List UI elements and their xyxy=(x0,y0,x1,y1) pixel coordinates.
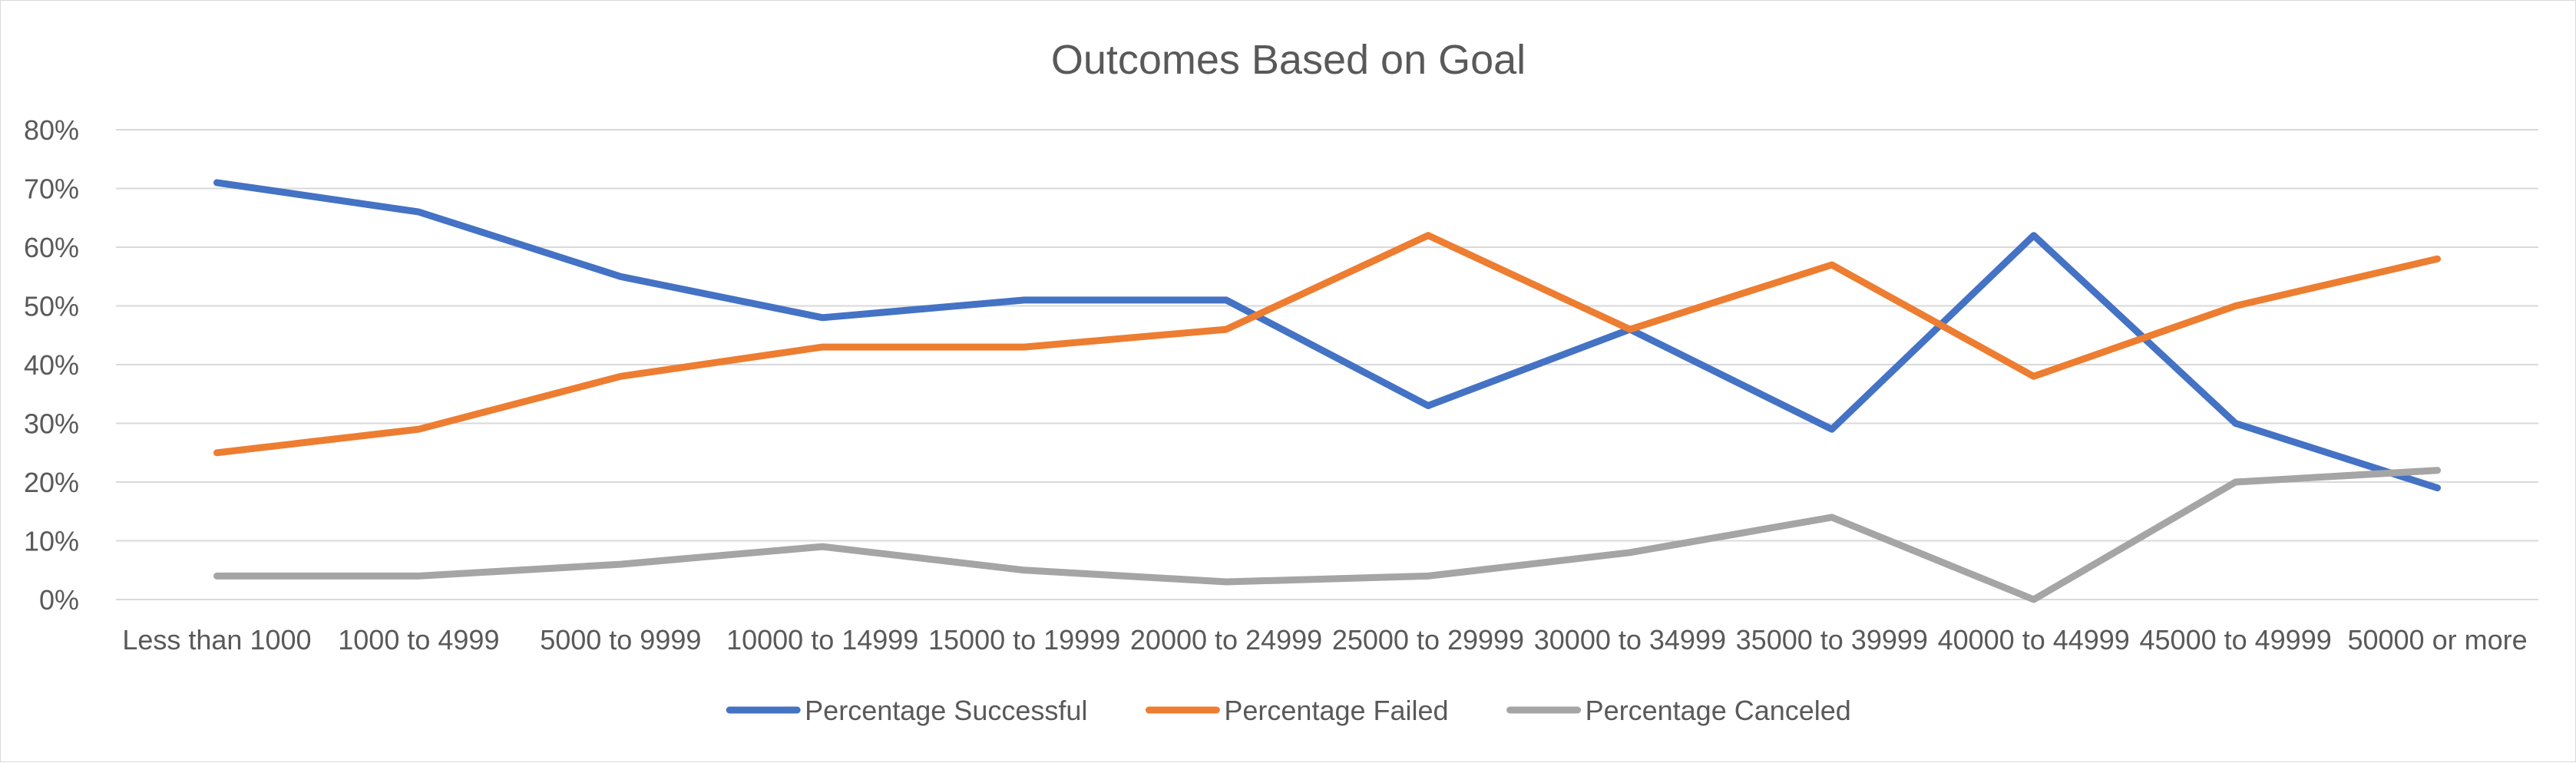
legend-label: Percentage Canceled xyxy=(1586,695,1851,726)
y-tick-label: 70% xyxy=(24,173,79,205)
legend-label: Percentage Failed xyxy=(1224,695,1448,726)
x-tick-label: 25000 to 29999 xyxy=(1332,624,1524,656)
x-axis-ticks: Less than 1000 1000 to 4999 5000 to 9999 10… xyxy=(122,624,2527,656)
y-tick-label: 30% xyxy=(24,408,79,440)
x-tick-label: 10000 to 14999 xyxy=(726,624,918,656)
legend-item-percentage-failed: Percentage Failed xyxy=(1145,695,1449,726)
y-tick-label: 50% xyxy=(24,291,79,322)
chart-title: Outcomes Based on Goal xyxy=(1051,37,1526,83)
legend-label: Percentage Successful xyxy=(805,695,1087,726)
x-tick-label: 45000 to 49999 xyxy=(2140,624,2332,656)
x-tick-label: Less than 1000 xyxy=(122,624,311,656)
x-tick-label: 1000 to 4999 xyxy=(338,624,499,656)
legend: Percentage Successful Percentage Failed Pe… xyxy=(726,695,1851,726)
series-line-percentage-failed xyxy=(213,232,2441,457)
x-tick-label: 30000 to 34999 xyxy=(1534,624,1726,656)
x-tick-label: 50000 or more xyxy=(2347,624,2527,656)
series-lines xyxy=(213,179,2441,603)
x-tick-label: 20000 to 24999 xyxy=(1130,624,1322,656)
legend-item-percentage-canceled: Percentage Canceled xyxy=(1506,695,1851,726)
series-line-percentage-successful xyxy=(213,179,2441,492)
series-line-percentage-canceled xyxy=(213,467,2441,603)
x-tick-label: 40000 to 44999 xyxy=(1938,624,2130,656)
y-tick-label: 80% xyxy=(24,114,79,146)
y-tick-label: 10% xyxy=(24,526,79,557)
legend-item-percentage-successful: Percentage Successful xyxy=(726,695,1087,726)
y-tick-label: 60% xyxy=(24,232,79,263)
x-tick-label: 15000 to 19999 xyxy=(928,624,1120,656)
x-tick-label: 5000 to 9999 xyxy=(540,624,701,656)
y-tick-label: 40% xyxy=(24,349,79,381)
y-tick-label: 0% xyxy=(39,584,79,616)
x-tick-label: 35000 to 39999 xyxy=(1736,624,1928,656)
y-axis-ticks: 0% 10% 20% 30% 40% 50% 60% 70% 80% xyxy=(24,114,79,616)
y-tick-label: 20% xyxy=(24,467,79,498)
